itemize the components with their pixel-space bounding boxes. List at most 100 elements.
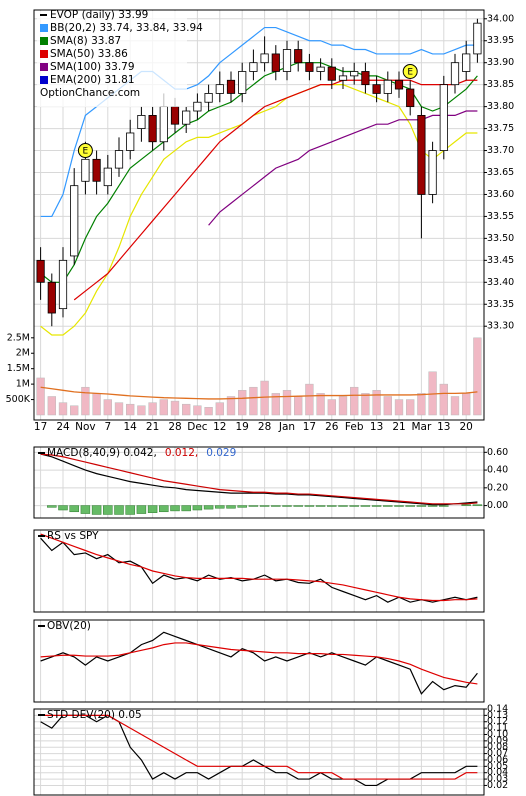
candle-body [182,110,191,125]
volume-bar [58,402,68,416]
candle-body [81,158,90,182]
volume-bar [361,393,370,416]
volume-bar [226,396,236,416]
x-tick-label: Nov [75,421,96,433]
candle-body [394,79,404,90]
legend-swatch [40,37,48,45]
line [40,84,478,336]
line [40,62,478,283]
line [40,453,478,505]
candle-body [327,66,336,81]
candle-body [249,62,258,72]
volume-bar [383,396,392,416]
candle-body [462,53,471,72]
y-tick-label: 0.10 [487,729,508,740]
volume-bar [137,405,146,416]
x-tick-label: 20 [460,421,473,433]
histogram-bar [125,505,135,515]
line [40,714,478,780]
candle-body [305,62,314,72]
histogram-bar [80,505,91,514]
volume-tick-label: 1.5M [7,363,30,374]
histogram-bar [91,505,102,515]
earnings-marker [402,63,418,79]
earnings-label: E [83,147,89,157]
candle-body [260,53,269,64]
candle-body [204,93,213,103]
x-tick-label: 26 [325,421,339,433]
panel-frame [33,708,485,796]
volume-bar [305,383,314,416]
chart-title: EVOP (daily) 33.99 [50,9,148,21]
x-tick-label: 13 [370,421,383,433]
histogram-bar [416,505,427,507]
y-tick-label: 0.00 [487,500,508,511]
volume-bar [70,405,79,416]
x-tick-label: 17 [303,421,316,433]
candle-body [193,101,202,112]
y-tick-label: 33.60 [487,189,514,200]
panel-frame [33,619,485,703]
y-tick-label: 33.65 [487,167,514,178]
y-tick-label: 0.40 [487,465,508,476]
y-tick-label: 0.09 [487,735,508,746]
candle-body [215,84,224,94]
y-tick-label: 0.08 [487,742,508,753]
candle-body [170,106,180,125]
legend-swatch [40,50,48,58]
histogram-bar [293,505,303,507]
candle-body [417,115,426,195]
volume-bar [327,399,336,416]
histogram-bar [360,505,371,507]
histogram-bar [259,505,270,507]
candle-body [70,185,79,257]
histogram-bar [192,505,203,511]
panel-frame [33,446,485,519]
volume-bar [406,399,415,416]
volume-bar [249,386,258,416]
volume-bar [148,402,157,416]
volume-bar [170,400,180,416]
histogram-bar [394,505,404,507]
volume-bar [462,393,471,416]
volume-bar [417,393,426,416]
volume-tick-label: 1M [16,379,30,390]
y-tick-label: 33.30 [487,321,514,332]
x-tick-label: 14 [124,421,138,433]
earnings-label: E [407,67,413,77]
legend-swatch [40,63,48,71]
y-tick-label: 0.20 [487,482,508,493]
line [40,537,478,603]
volume-bar [81,386,90,416]
y-tick-label: 33.35 [487,299,514,310]
earnings-marker [77,143,93,159]
candle-body [473,22,482,55]
candle-body [137,115,146,129]
y-tick-label: 0.13 [487,710,508,721]
histogram-bar [47,505,57,508]
histogram-bar [338,505,348,507]
candle-body [103,167,112,187]
volume-bar [316,393,325,416]
panel-title-value: 0.012, [165,447,198,459]
y-tick-label: 0.60 [487,447,508,458]
histogram-bar [315,505,326,507]
candle-body [383,79,392,94]
panel-title-value: 0.029 [206,447,236,459]
histogram-bar [327,505,337,507]
volume-bar [282,390,292,416]
candle-body [350,71,359,77]
histogram-bar [147,505,158,513]
x-tick-label: 13 [437,421,450,433]
x-tick-label: Feb [345,421,364,433]
histogram-bar [304,505,315,507]
panel-title: STD DEV(20) 0.05 [47,709,142,721]
volume-bar [473,337,482,416]
volume-bar [372,390,381,416]
x-tick-label: 12 [213,421,226,433]
histogram-bar [439,505,449,507]
volume-bar [215,402,224,416]
volume-bar [338,396,348,416]
candle-body [58,259,68,310]
